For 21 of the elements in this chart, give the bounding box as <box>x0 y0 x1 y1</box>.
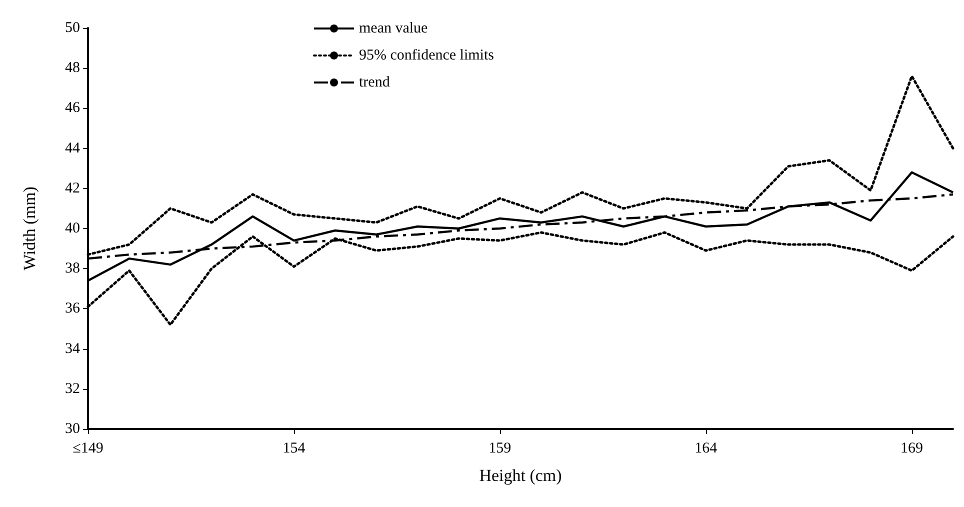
x-tick-label: 159 <box>488 440 512 456</box>
y-tick-label: 34 <box>65 340 80 357</box>
x-tick-label: 169 <box>900 440 924 456</box>
y-tick-label: 48 <box>65 60 80 76</box>
legend-label: mean value <box>359 20 428 36</box>
y-tick-label: 38 <box>65 260 80 277</box>
y-axis-title: Width (mm) <box>20 186 39 270</box>
legend-label: 95% confidence limits <box>359 48 494 64</box>
y-tick-label: 30 <box>65 421 80 437</box>
y-tick-label: 42 <box>65 180 80 196</box>
x-axis-title: Height (cm) <box>479 466 562 485</box>
x-tick-label: 164 <box>694 440 718 456</box>
y-tick-label: 50 <box>65 20 80 36</box>
x-tick-label: 154 <box>282 440 306 456</box>
y-tick-label: 40 <box>65 220 80 236</box>
y-tick-label: 46 <box>65 100 80 116</box>
x-tick-label: ≤149 <box>72 440 104 456</box>
y-tick-label: 36 <box>65 300 80 317</box>
legend-label: trend <box>359 74 390 90</box>
y-tick-label: 32 <box>65 380 80 397</box>
y-tick-label: 44 <box>65 140 80 156</box>
